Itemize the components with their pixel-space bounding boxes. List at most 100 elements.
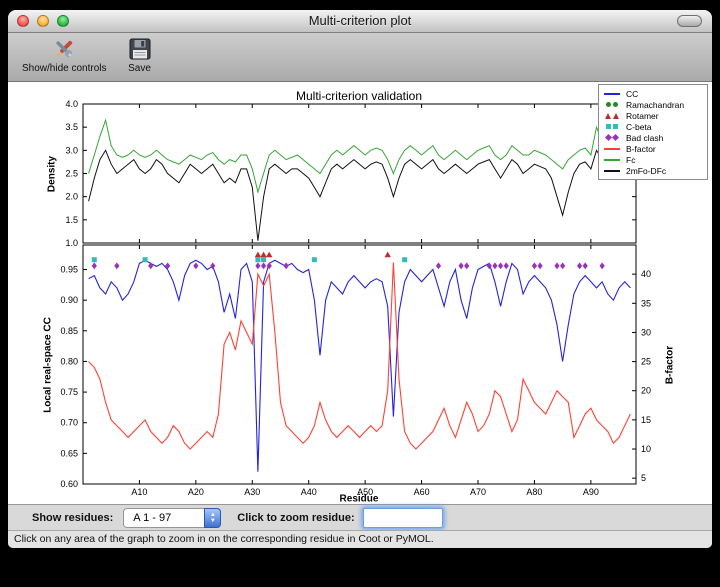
tick-label: A60 bbox=[414, 487, 430, 497]
Bad clash-marker bbox=[435, 262, 442, 270]
legend-item: Fc bbox=[603, 154, 703, 165]
legend-item: C-beta bbox=[603, 121, 703, 132]
toolbar-toggle-pill[interactable] bbox=[677, 15, 702, 27]
C-beta-marker bbox=[311, 257, 317, 263]
tick-label: 3.0 bbox=[65, 145, 78, 155]
tick-label: A20 bbox=[188, 487, 204, 497]
legend-line-icon bbox=[603, 158, 621, 161]
figure-title: Multi-criterion validation bbox=[295, 89, 423, 103]
legend-item: 2mFo-DFc bbox=[603, 165, 703, 176]
plot-canvas[interactable]: 1.0 1.5 2.0 2.5 3.0 3.5 4.0 0.60 0.65 0.70 0.75 0.8… bbox=[8, 82, 712, 504]
save-icon bbox=[129, 38, 150, 60]
density-axis-label: Density bbox=[46, 155, 58, 193]
tick-label: A90 bbox=[583, 487, 599, 497]
figure-area: 1.0 1.5 2.0 2.5 3.0 3.5 4.0 0.60 0.65 0.70 0.75 0.8… bbox=[8, 82, 712, 505]
Bad clash-marker bbox=[148, 262, 154, 270]
legend-triangle-icon bbox=[603, 112, 621, 119]
Bad clash-marker bbox=[554, 262, 560, 270]
Bad clash-marker bbox=[531, 262, 538, 270]
Rotamer-marker bbox=[260, 251, 267, 258]
legend-label: Bad clash bbox=[626, 132, 664, 143]
toolbar: Show/hide controls Save bbox=[8, 33, 712, 82]
Rotamer-marker bbox=[266, 251, 273, 258]
save-button[interactable]: Save bbox=[127, 36, 153, 74]
tick-label: 30 bbox=[641, 327, 651, 337]
Bad clash-marker bbox=[497, 262, 504, 270]
tick-label: 0.75 bbox=[60, 387, 78, 397]
tick-label: 0.65 bbox=[60, 448, 78, 458]
Bad clash-marker bbox=[193, 262, 199, 270]
C-beta-marker bbox=[255, 257, 261, 263]
Bad clash-marker bbox=[464, 262, 470, 270]
Bad clash-marker bbox=[165, 262, 171, 270]
residue-range-select[interactable]: A 1 - 97 ▲ ▼ bbox=[123, 507, 222, 528]
series-2mFo-DFc bbox=[88, 149, 631, 241]
status-bar: Click on any area of the graph to zoom i… bbox=[8, 530, 712, 548]
tick-label: 35 bbox=[641, 298, 651, 308]
tick-label: 0.90 bbox=[60, 295, 78, 305]
C-beta-marker bbox=[402, 257, 408, 263]
legend-item: B-factor bbox=[603, 143, 703, 154]
controls-bar: Show residues: A 1 - 97 ▲ ▼ Click to zoom… bbox=[8, 504, 712, 530]
legend-line-icon bbox=[603, 92, 621, 95]
tick-label: 10 bbox=[641, 444, 651, 454]
Bad clash-marker bbox=[486, 262, 492, 270]
Rotamer-marker bbox=[254, 251, 262, 258]
legend-label: CC bbox=[626, 88, 639, 99]
zoom-residue-input[interactable] bbox=[362, 507, 443, 528]
tick-label: 1.5 bbox=[65, 215, 78, 225]
tick-label: A70 bbox=[470, 487, 486, 497]
Bad clash-marker bbox=[91, 262, 97, 270]
legend-label: 2mFo-DFc bbox=[626, 165, 667, 176]
title-bar[interactable]: Multi-criterion plot bbox=[8, 10, 712, 33]
bfactor-axis-label: B-factor bbox=[664, 345, 676, 385]
zoom-button[interactable] bbox=[57, 15, 69, 27]
tick-label: A50 bbox=[357, 487, 373, 497]
legend-label: B-factor bbox=[626, 143, 656, 154]
minimize-button[interactable] bbox=[37, 15, 49, 27]
legend-item: Rotamer bbox=[603, 110, 703, 121]
Bad clash-marker bbox=[582, 262, 588, 270]
series-CC bbox=[88, 259, 631, 472]
tick-label: 20 bbox=[641, 386, 651, 396]
plot-box bbox=[82, 244, 637, 485]
close-button[interactable] bbox=[17, 15, 29, 27]
tick-label: 4.0 bbox=[65, 99, 78, 109]
show-hide-controls-button[interactable]: Show/hide controls bbox=[22, 36, 107, 74]
legend-circle-icon bbox=[603, 102, 621, 107]
Bad clash-marker bbox=[260, 262, 267, 270]
Bad clash-marker bbox=[537, 262, 543, 270]
tick-label: 3.5 bbox=[65, 122, 78, 132]
Bad clash-marker bbox=[492, 262, 498, 270]
residue-range-value: A 1 - 97 bbox=[133, 511, 172, 524]
Rotamer-marker bbox=[384, 251, 391, 258]
series-Fc bbox=[88, 118, 631, 194]
tick-label: 0.70 bbox=[60, 418, 78, 428]
tick-label: 25 bbox=[641, 357, 651, 367]
Bad clash-marker bbox=[255, 262, 261, 270]
legend-label: Fc bbox=[626, 154, 636, 165]
Bad clash-marker bbox=[560, 262, 566, 270]
tick-label: A80 bbox=[526, 487, 542, 497]
Bad clash-marker bbox=[266, 262, 272, 270]
legend-line-icon bbox=[603, 147, 621, 150]
legend-item: Ramachandran bbox=[603, 99, 703, 110]
tick-label: 0.80 bbox=[60, 356, 78, 366]
Bad clash-marker bbox=[599, 262, 605, 270]
save-label: Save bbox=[128, 63, 151, 74]
Bad clash-marker bbox=[114, 262, 120, 270]
stepper-arrows-icon[interactable]: ▲ ▼ bbox=[204, 507, 222, 528]
tick-label: 2.5 bbox=[65, 169, 78, 179]
status-text: Click on any area of the graph to zoom i… bbox=[14, 533, 434, 545]
tick-label: 1.0 bbox=[65, 238, 78, 248]
tools-icon bbox=[55, 40, 73, 58]
window-controls bbox=[17, 15, 69, 27]
tick-label: 2.0 bbox=[65, 192, 78, 202]
tick-label: 0.60 bbox=[60, 479, 78, 489]
show-hide-controls-label: Show/hide controls bbox=[22, 63, 107, 74]
tick-label: A30 bbox=[244, 487, 260, 497]
tick-label: 5 bbox=[641, 473, 646, 483]
tick-label: A40 bbox=[301, 487, 317, 497]
C-beta-marker bbox=[261, 257, 267, 263]
legend-label: Ramachandran bbox=[626, 99, 685, 110]
